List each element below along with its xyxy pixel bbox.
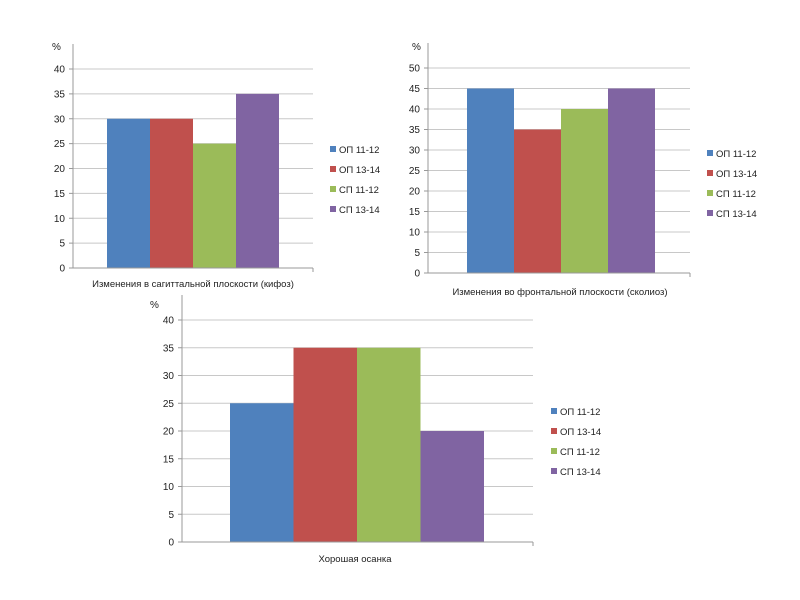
chart-3: 0 5 10 15 20 25 30 35 40% Хорошая осанка ОП 11-12 О… xyxy=(150,295,601,565)
legend-swatch xyxy=(330,206,336,212)
y-tick-label: 25 xyxy=(163,399,175,410)
y-tick-label: 30 xyxy=(409,146,421,157)
legend-swatch xyxy=(707,150,713,156)
y-tick-label: 0 xyxy=(414,269,420,280)
legend-label: ОП 11-12 xyxy=(560,407,600,418)
legend-swatch xyxy=(330,146,336,152)
bar-4 xyxy=(420,431,484,542)
y-axis-label: % xyxy=(52,42,61,53)
y-tick-label: 15 xyxy=(54,189,66,200)
legend-swatch xyxy=(551,408,557,414)
bar-1 xyxy=(467,88,514,273)
legend-swatch xyxy=(551,468,557,474)
legend-swatch xyxy=(330,186,336,192)
bar-3 xyxy=(193,143,236,268)
y-tick-label: 35 xyxy=(163,343,175,354)
y-tick-label: 15 xyxy=(163,454,175,465)
y-axis-label: % xyxy=(412,42,421,53)
y-tick-label: 35 xyxy=(409,125,421,136)
bar-4 xyxy=(608,88,655,273)
legend-label: СП 11-12 xyxy=(560,447,600,458)
bar-4 xyxy=(236,93,279,268)
y-tick-label: 5 xyxy=(168,510,174,521)
x-axis-label: Хорошая осанка xyxy=(319,554,393,565)
y-tick-label: 45 xyxy=(409,84,421,95)
x-axis-label: Изменения в сагиттальной плоскости (кифо… xyxy=(92,279,294,290)
y-tick-label: 20 xyxy=(163,427,175,438)
bar-3 xyxy=(357,347,421,542)
y-axis-label: % xyxy=(150,300,159,311)
bar-1 xyxy=(230,403,294,542)
legend-swatch xyxy=(551,448,557,454)
legend-label: ОП 13-14 xyxy=(716,169,757,180)
x-axis-label: Изменения во фронтальной плоскости (скол… xyxy=(452,287,667,298)
legend-label: СП 13-14 xyxy=(560,467,601,478)
legend-label: СП 11-12 xyxy=(716,189,756,200)
y-tick-label: 10 xyxy=(54,214,66,225)
legend-label: СП 11-12 xyxy=(339,185,379,196)
y-tick-label: 15 xyxy=(409,207,421,218)
legend-label: ОП 11-12 xyxy=(339,145,379,156)
y-tick-label: 20 xyxy=(54,164,66,175)
legend-label: СП 13-14 xyxy=(716,209,757,220)
legend-label: СП 13-14 xyxy=(339,205,380,216)
y-tick-label: 35 xyxy=(54,89,66,100)
y-tick-label: 10 xyxy=(163,482,175,493)
bar-3 xyxy=(561,109,608,273)
y-tick-label: 25 xyxy=(54,139,66,150)
legend-label: ОП 11-12 xyxy=(716,149,756,160)
y-tick-label: 5 xyxy=(414,248,420,259)
y-tick-label: 0 xyxy=(59,264,65,275)
y-tick-label: 30 xyxy=(163,371,175,382)
y-tick-label: 40 xyxy=(163,316,175,327)
bar-2 xyxy=(150,118,193,268)
bar-1 xyxy=(107,118,150,268)
y-tick-label: 40 xyxy=(409,105,421,116)
legend-label: ОП 13-14 xyxy=(560,427,601,438)
y-tick-label: 30 xyxy=(54,114,66,125)
legend-swatch xyxy=(707,190,713,196)
bar-2 xyxy=(514,129,561,273)
legend-label: ОП 13-14 xyxy=(339,165,380,176)
legend-swatch xyxy=(707,210,713,216)
bar-2 xyxy=(293,347,357,542)
y-tick-label: 50 xyxy=(409,64,421,75)
legend-swatch xyxy=(551,428,557,434)
y-tick-label: 20 xyxy=(409,187,421,198)
legend-swatch xyxy=(707,170,713,176)
y-tick-label: 25 xyxy=(409,166,421,177)
y-tick-label: 5 xyxy=(59,239,65,250)
y-tick-label: 10 xyxy=(409,228,421,239)
chart-2: 0 5 10 15 20 25 30 35 40 45 50% Изменения во фронта… xyxy=(409,42,757,298)
chart-1: 0 5 10 15 20 25 30 35 40% Изменения в сагиттально… xyxy=(52,42,380,290)
y-tick-label: 40 xyxy=(54,65,66,76)
legend-swatch xyxy=(330,166,336,172)
y-tick-label: 0 xyxy=(168,538,174,549)
